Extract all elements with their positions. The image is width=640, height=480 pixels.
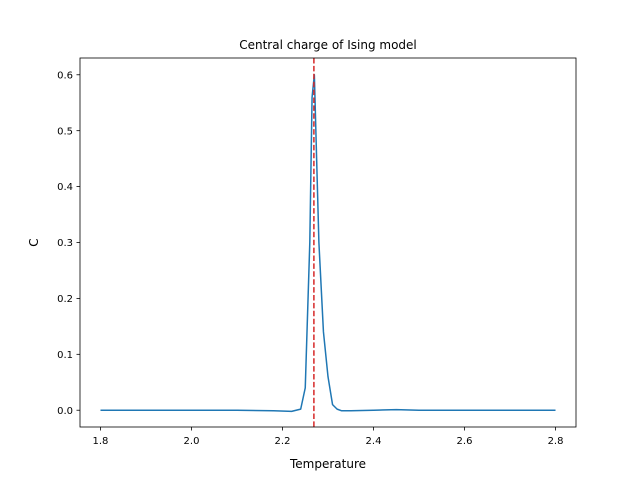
x-tick-label: 2.6 — [457, 436, 473, 447]
y-tick-label: 0.4 — [57, 182, 73, 193]
chart-title: Central charge of Ising model — [239, 38, 417, 52]
y-tick-label: 0.2 — [57, 294, 73, 305]
x-tick-label: 1.8 — [93, 436, 109, 447]
x-axis-title: Temperature — [289, 457, 366, 471]
y-tick-label: 0.6 — [57, 70, 73, 81]
y-tick-label: 0.1 — [57, 350, 73, 361]
plot-area — [100, 58, 556, 427]
y-axis: 0.0 0.1 0.2 0.3 0.4 0.5 0.6 — [57, 70, 80, 417]
y-tick-label: 0.3 — [57, 238, 73, 249]
x-tick-label: 2.0 — [184, 436, 200, 447]
y-tick-label: 0.0 — [57, 406, 73, 417]
y-axis-title: C — [27, 238, 41, 246]
x-tick-label: 2.2 — [275, 436, 291, 447]
x-axis: 1.8 2.0 2.2 2.4 2.6 2.8 — [93, 427, 564, 447]
y-tick-label: 0.5 — [57, 126, 73, 137]
x-tick-label: 2.4 — [366, 436, 382, 447]
series-line-0 — [100, 74, 556, 413]
x-tick-label: 2.8 — [548, 436, 564, 447]
